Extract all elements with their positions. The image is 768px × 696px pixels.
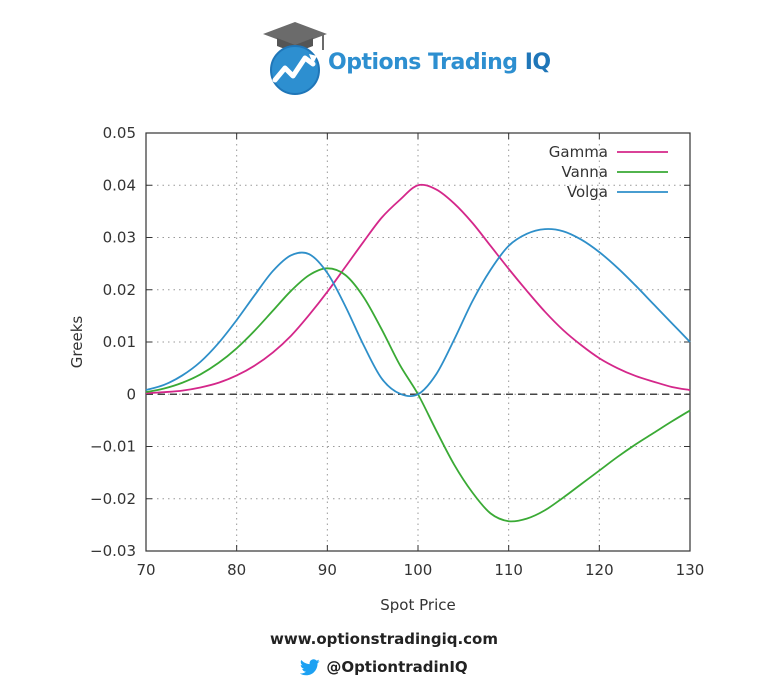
brand-name: Options Trading IQ [328,50,551,75]
brand-logo [255,18,525,98]
x-tick-label: 70 [136,561,155,579]
y-tick-label: 0.03 [103,229,136,247]
legend-label-vanna: Vanna [562,163,609,181]
twitter-bird-icon [300,659,320,676]
grid [146,133,690,551]
y-tick-label: 0.01 [103,333,136,351]
y-tick-label: −0.01 [90,438,136,456]
twitter-handle-text: @OptiontradinIQ [326,658,468,676]
legend-label-gamma: Gamma [549,143,608,161]
y-tick-label: 0.02 [103,281,136,299]
x-tick-label: 90 [318,561,337,579]
series-line-volga [145,228,691,398]
x-tick-label: 80 [227,561,246,579]
graduation-cap-globe-icon [263,22,327,95]
x-axis-title: Spot Price [380,596,455,614]
y-tick-label: 0.04 [103,176,136,194]
greeks-chart: 70 80 90 100 110 120 130 −0.03 −0.02 −0.01 0 0.01 0.… [68,124,704,614]
y-tick-label: 0.05 [103,124,136,142]
y-tick-label: −0.03 [90,542,136,560]
x-tick-label: 100 [404,561,433,579]
y-tick-label: −0.02 [90,490,136,508]
x-tick-label: 120 [585,561,614,579]
x-tick-label: 130 [676,561,705,579]
y-tick-label: 0 [126,385,136,403]
x-tick-label: 110 [494,561,523,579]
series-line-gamma [145,183,691,395]
website-link[interactable]: www.optionstradingiq.com [270,630,498,648]
twitter-handle[interactable]: @OptiontradinIQ [0,658,768,676]
brand-name-part2: IQ [524,50,551,75]
y-axis-title: Greeks [68,316,86,369]
series-lines [145,183,691,523]
brand-name-part1: Options Trading [328,50,525,75]
axes: 70 80 90 100 110 120 130 −0.03 −0.02 −0.01 0 0.01 0.… [90,124,704,579]
legend: Gamma Vanna Volga [549,143,668,201]
legend-label-volga: Volga [567,183,608,201]
